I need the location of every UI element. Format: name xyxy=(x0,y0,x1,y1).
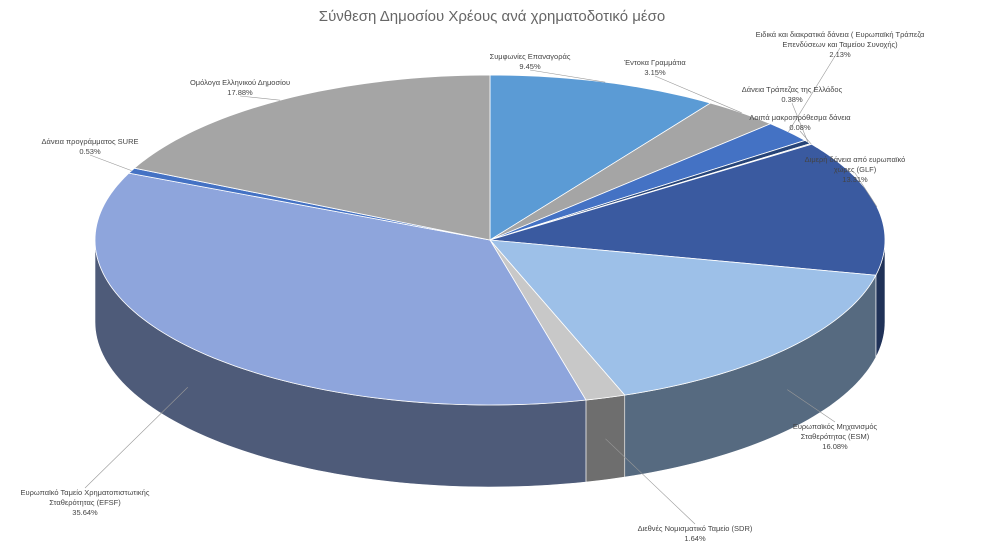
label-name: Ευρωπαϊκός Μηχανισμός Σταθερότητας (ESM) xyxy=(792,422,878,441)
label-value: 17.88% xyxy=(227,87,253,97)
data-label: Συμφωνίες Επαναγοράς 9.45% xyxy=(470,52,590,72)
leader-line xyxy=(854,172,878,208)
data-label: Ευρωπαϊκό Ταμείο Χρηματοπιστωτικής Σταθε… xyxy=(10,488,160,517)
label-name: Συμφωνίες Επαναγοράς xyxy=(489,52,571,61)
label-name: Ομόλογα Ελληνικού Δημοσίου xyxy=(189,78,291,87)
data-label: Διεθνές Νομισματικό Ταμείο (SDR) 1.64% xyxy=(615,524,775,542)
leader-line xyxy=(791,102,809,143)
chart-title: Σύνθεση Δημοσίου Χρέους ανά χρηματοδοτικ… xyxy=(318,8,666,25)
pie-slice xyxy=(489,102,772,241)
pie-slice xyxy=(489,74,712,241)
label-value: 2.13% xyxy=(829,49,851,59)
data-label: Ομόλογα Ελληνικού Δημοσίου 17.88% xyxy=(180,78,300,98)
data-label: Ευρωπαϊκός Μηχανισμός Σταθερότητας (ESM)… xyxy=(780,422,890,451)
pie-slice xyxy=(133,74,491,241)
pie-slice xyxy=(489,123,807,241)
label-value: 9.45% xyxy=(519,61,541,71)
data-label: Δάνεια Τράπεζας της Ελλάδος 0.38% xyxy=(737,85,847,105)
leader-line xyxy=(799,130,812,145)
label-value: 0.08% xyxy=(789,122,811,132)
label-name: Δάνεια προγράμματος SURE xyxy=(41,137,139,146)
label-value: 0.38% xyxy=(781,94,803,104)
pie-slice xyxy=(489,239,877,396)
pie-slice xyxy=(94,172,587,406)
leader-line xyxy=(654,75,742,114)
leader-line xyxy=(605,438,696,525)
leader-line xyxy=(788,47,841,133)
data-label: Δάνεια προγράμματος SURE 0.53% xyxy=(30,137,150,157)
data-label: Ειδικά και διακρατικά δάνεια ( Ευρωπαϊκή… xyxy=(750,30,930,59)
data-label: Λοιπά μακροπρόθεσμα δάνεια 0.08% xyxy=(740,113,860,133)
pie-slice xyxy=(489,239,626,401)
leader-line xyxy=(529,69,606,83)
data-label: Έντοκα Γραμμάτια 3.15% xyxy=(610,58,700,78)
label-value: 35.64% xyxy=(72,507,98,517)
label-name: Ευρωπαϊκό Ταμείο Χρηματοπιστωτικής Σταθε… xyxy=(20,488,150,507)
pie-side xyxy=(585,394,626,483)
leader-line xyxy=(239,95,281,101)
label-value: 0.53% xyxy=(79,146,101,156)
label-name: Ειδικά και διακρατικά δάνεια ( Ευρωπαϊκή… xyxy=(755,30,925,49)
label-name: Έντοκα Γραμμάτια xyxy=(624,58,686,67)
leader-line xyxy=(89,154,132,171)
label-value: 3.15% xyxy=(644,67,666,77)
label-name: Λοιπά μακροπρόθεσμα δάνεια xyxy=(749,113,851,122)
leader-line xyxy=(84,387,188,489)
label-value: 16.08% xyxy=(822,441,848,451)
data-label: Διμερή δάνεια από ευρωπαϊκό χώρες (GLF) 1… xyxy=(800,155,910,184)
label-value: 1.64% xyxy=(684,533,706,542)
label-name: Δάνεια Τράπεζας της Ελλάδος xyxy=(741,85,843,94)
label-name: Διμερή δάνεια από ευρωπαϊκό χώρες (GLF) xyxy=(804,155,906,174)
leader-line xyxy=(787,389,836,423)
label-name: Διεθνές Νομισματικό Ταμείο (SDR) xyxy=(637,524,753,533)
label-value: 13.31% xyxy=(842,174,868,184)
